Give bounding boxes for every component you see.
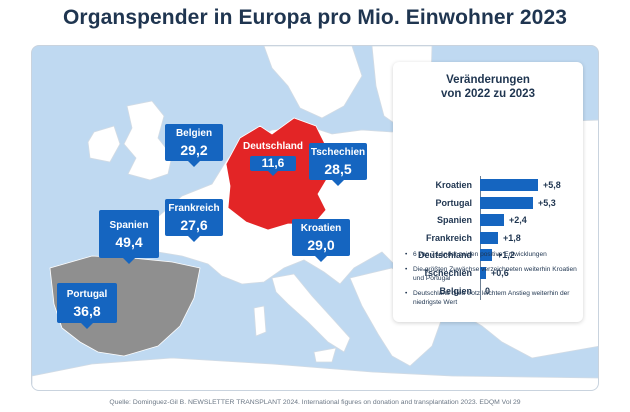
bar-row: Spanien +2,4 xyxy=(393,213,583,230)
germany-value: 11,6 xyxy=(249,156,297,176)
bar-label: Kroatien xyxy=(435,180,472,190)
note-item: Die größten Zuwächse verzeichneten weite… xyxy=(405,265,577,283)
bar-label: Portugal xyxy=(435,197,472,208)
bar-label: Spanien xyxy=(436,215,472,226)
callout-frankreich: Frankreich 27,6 xyxy=(165,199,223,242)
germany-name: Deutschland xyxy=(242,141,303,152)
land-sicily xyxy=(313,347,337,363)
land-great-britain xyxy=(123,100,173,181)
callout-name: Tschechien xyxy=(310,147,366,158)
panel-title-line1: Veränderungen xyxy=(446,74,530,86)
callout-kroatien: Kroatien 29,0 xyxy=(292,219,350,262)
callout-spanien: Spanien 49,4 xyxy=(99,210,159,264)
land-germany xyxy=(225,117,331,231)
callout-value: 29,2 xyxy=(180,142,208,158)
bar-value: +5,3 xyxy=(538,197,556,208)
land-italy xyxy=(271,273,351,353)
land-ireland xyxy=(87,125,121,163)
note-item: 6 von 7 Länder zeigen positive Entwicklu… xyxy=(405,250,577,259)
bar xyxy=(480,196,533,209)
bar-value: +1,8 xyxy=(503,232,521,243)
land-north-africa xyxy=(32,357,598,390)
page-title: Organspender in Europa pro Mio. Einwohne… xyxy=(62,6,568,29)
bar xyxy=(480,231,498,244)
callout-belgien: Belgien 29,2 xyxy=(165,124,223,167)
land-sardinia xyxy=(253,305,267,337)
changes-panel: Veränderungen von 2022 zu 2023 Kroatien +… xyxy=(393,62,583,322)
callout-value: 27,6 xyxy=(180,217,208,233)
bar-row: Frankreich +1,8 xyxy=(393,231,583,248)
germany-label: Deutschland 11,6 xyxy=(233,141,313,176)
callout-name: Kroatien xyxy=(300,223,342,234)
panel-title: Veränderungen von 2022 zu 2023 xyxy=(393,73,583,101)
bar xyxy=(480,179,538,191)
bar xyxy=(480,214,504,227)
callout-name: Frankreich xyxy=(168,203,220,214)
bar-row: Portugal +5,3 xyxy=(393,196,583,213)
callout-value: 28,5 xyxy=(324,161,352,177)
bar-value: +2,4 xyxy=(509,215,527,226)
bar-label: Frankreich xyxy=(425,232,472,243)
bar-row: Kroatien +5,8 xyxy=(393,178,583,195)
callout-value: 49,4 xyxy=(115,234,143,250)
callout-tschechien: Tschechien 28,5 xyxy=(309,143,367,186)
callout-value: 29,0 xyxy=(307,237,335,253)
callout-name: Portugal xyxy=(66,289,108,300)
source-note: Quelle: Dominguez-Gil B. NEWSLETTER TRAN… xyxy=(109,399,521,406)
callout-portugal: Portugal 36,8 xyxy=(57,283,117,329)
note-item: Deutschland blieb trotz leichtem Anstieg… xyxy=(405,289,577,307)
callout-name: Spanien xyxy=(109,220,149,231)
bar-value: +5,8 xyxy=(543,180,561,190)
land-iberia xyxy=(49,255,201,357)
panel-title-line2: von 2022 zu 2023 xyxy=(441,88,535,100)
land-scandinavia xyxy=(263,46,363,119)
callout-value: 36,8 xyxy=(73,303,101,319)
callout-name: Belgien xyxy=(175,128,213,139)
notes-list: 6 von 7 Länder zeigen positive Entwicklu… xyxy=(405,250,577,313)
